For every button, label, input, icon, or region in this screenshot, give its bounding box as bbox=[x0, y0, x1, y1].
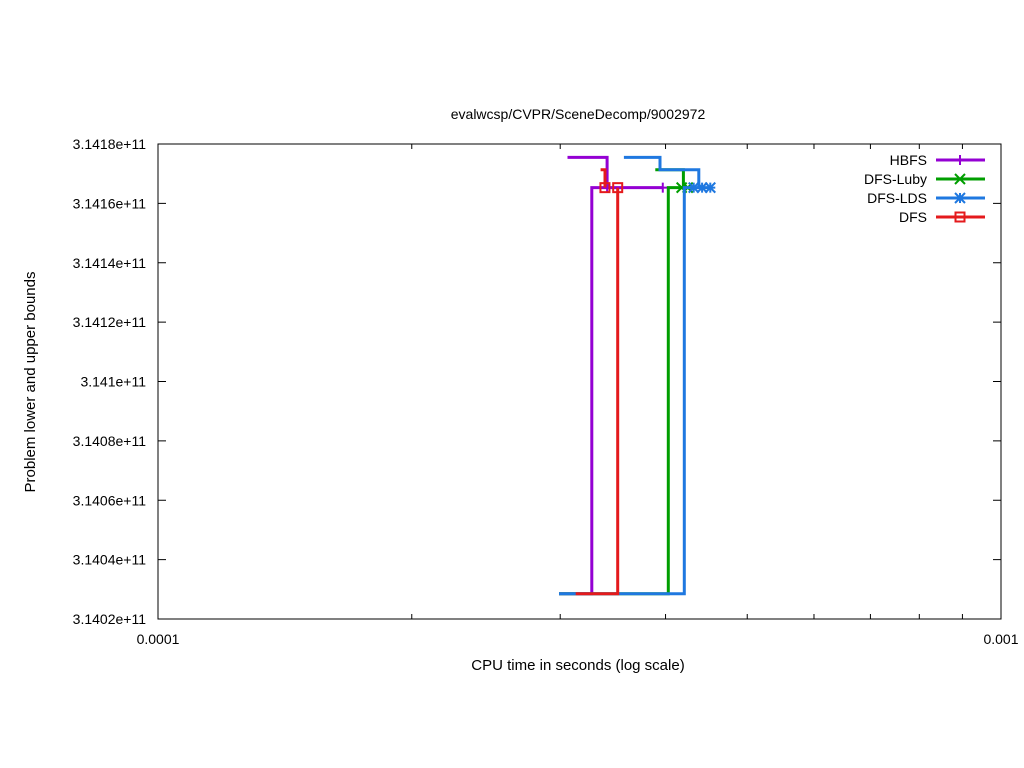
legend-label: DFS-LDS bbox=[867, 190, 927, 206]
x-tick-label: 0.001 bbox=[983, 631, 1018, 647]
series-hbfs-upper-bound bbox=[567, 155, 609, 188]
y-axis-ticks: 3.1402e+11 3.1404e+11 3.1406e+11 3.1408e+11… bbox=[73, 136, 1001, 627]
legend-label: DFS-Luby bbox=[864, 171, 927, 187]
legend-marker bbox=[954, 173, 966, 185]
series-dfs bbox=[575, 168, 624, 596]
plot-border bbox=[157, 143, 1002, 620]
x-axis-label: CPU time in seconds (log scale) bbox=[471, 657, 684, 674]
legend-marker bbox=[954, 192, 966, 204]
series-dfs-lds-point bbox=[696, 181, 708, 194]
series-hbfs bbox=[559, 155, 668, 596]
legend-entry-dfs-lds: DFS-LDS bbox=[867, 190, 985, 206]
series-dfs-point bbox=[612, 182, 624, 194]
series-dfs-lower-bound bbox=[575, 187, 620, 596]
series-dfs-luby bbox=[559, 168, 694, 596]
series-hbfs-lower-bound bbox=[559, 186, 663, 596]
y-tick-label: 3.1412e+11 bbox=[73, 314, 147, 330]
x-tick-label: 0.0001 bbox=[137, 631, 180, 647]
y-axis-label: Problem lower and upper bounds bbox=[22, 272, 39, 493]
series-dfs-lds-point bbox=[704, 181, 716, 194]
series-dfs-lds-point bbox=[688, 181, 700, 194]
y-tick-label: 3.1408e+11 bbox=[73, 433, 147, 449]
legend: HBFS DFS-Luby DFS-LDS DFS bbox=[864, 152, 985, 225]
chart-title: evalwcsp/CVPR/SceneDecomp/9002972 bbox=[451, 106, 706, 122]
series-dfs-upper-bound bbox=[600, 168, 607, 188]
series-dfs-lds-lower-bound bbox=[559, 186, 711, 596]
y-tick-label: 3.1404e+11 bbox=[73, 552, 147, 568]
series-layer bbox=[559, 155, 716, 596]
y-tick-label: 3.1416e+11 bbox=[73, 195, 147, 211]
series-dfs-lds bbox=[559, 155, 716, 596]
x-axis-ticks: 0.0001 0.001 bbox=[137, 144, 1019, 647]
legend-label: HBFS bbox=[890, 152, 927, 168]
y-tick-label: 3.1418e+11 bbox=[73, 136, 147, 152]
legend-entry-dfs-luby: DFS-Luby bbox=[864, 171, 985, 187]
legend-entry-hbfs: HBFS bbox=[890, 152, 985, 168]
legend-entry-dfs: DFS bbox=[899, 209, 985, 225]
series-dfs-lds-upper-bound bbox=[623, 155, 701, 188]
plot-frame bbox=[157, 143, 1002, 620]
y-tick-label: 3.1406e+11 bbox=[73, 492, 147, 508]
y-tick-label: 3.1402e+11 bbox=[73, 611, 147, 627]
series-hbfs-point bbox=[657, 182, 668, 193]
legend-marker bbox=[955, 155, 965, 165]
legend-label: DFS bbox=[899, 209, 927, 225]
series-dfs-point bbox=[599, 182, 611, 194]
y-tick-label: 3.1414e+11 bbox=[73, 255, 147, 271]
series-dfs-luby-lower-bound bbox=[559, 186, 688, 596]
legend-marker bbox=[954, 211, 966, 223]
y-tick-label: 3.141e+11 bbox=[80, 374, 146, 390]
